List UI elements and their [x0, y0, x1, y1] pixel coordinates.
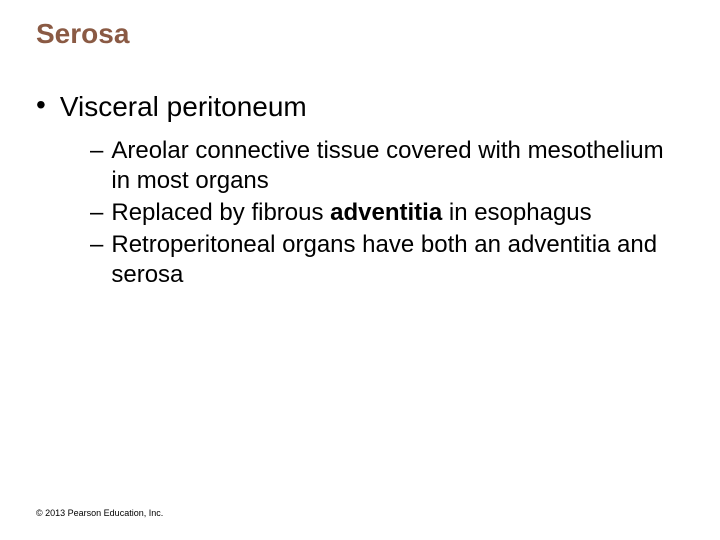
bullet-level2-text: Retroperitoneal organs have both an adve… [111, 230, 671, 290]
sub-text-post: in esophagus [442, 199, 591, 226]
sub-bullet-list: – Areolar connective tissue covered with… [90, 136, 684, 290]
copyright-text: © 2013 Pearson Education, Inc. [36, 508, 163, 518]
bullet-level2: – Areolar connective tissue covered with… [90, 136, 684, 196]
dash-icon: – [90, 136, 103, 166]
slide-title: Serosa [36, 18, 684, 50]
slide: Serosa • Visceral peritoneum – Areolar c… [0, 0, 720, 540]
bullet-level1-text: Visceral peritoneum [60, 90, 307, 124]
bullet-level1: • Visceral peritoneum [36, 90, 684, 124]
dash-icon: – [90, 198, 103, 228]
bullet-level2-text: Replaced by fibrous adventitia in esopha… [111, 198, 591, 228]
sub-text-pre: Areolar connective tissue covered with m… [111, 137, 663, 194]
bullet-level2-text: Areolar connective tissue covered with m… [111, 136, 671, 196]
sub-text-pre: Replaced by fibrous [111, 199, 330, 226]
dash-icon: – [90, 230, 103, 260]
bullet-list: • Visceral peritoneum – Areolar connecti… [36, 90, 684, 290]
bullet-dot-icon: • [36, 90, 46, 121]
bullet-level2: – Retroperitoneal organs have both an ad… [90, 230, 684, 290]
sub-text-bold: adventitia [330, 199, 442, 226]
sub-text-pre: Retroperitoneal organs have both an adve… [111, 231, 657, 288]
bullet-level2: – Replaced by fibrous adventitia in esop… [90, 198, 684, 228]
